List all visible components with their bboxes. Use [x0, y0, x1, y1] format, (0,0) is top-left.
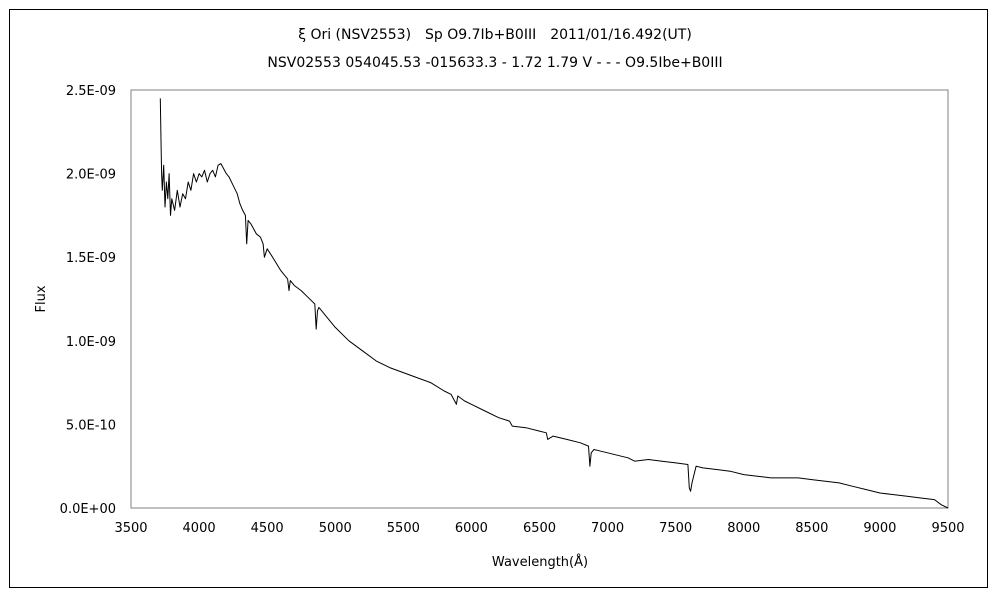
y-tick-label: 2.5E-09	[66, 84, 116, 99]
y-tick-label: 1.0E-09	[66, 335, 116, 350]
x-tick-label: 8500	[795, 521, 828, 536]
chart-frame	[9, 9, 988, 588]
x-tick-label: 7500	[659, 521, 692, 536]
x-tick-label: 6000	[455, 521, 488, 536]
chart-title: ξ Ori (NSV2553) Sp O9.7Ib+B0III 2011/01/…	[298, 27, 692, 43]
x-tick-label: 8000	[727, 521, 760, 536]
x-tick-label: 5000	[319, 521, 352, 536]
x-axis-label: Wavelength(Å)	[492, 554, 588, 570]
x-tick-label: 6500	[523, 521, 556, 536]
y-tick-label: 2.0E-09	[66, 168, 116, 183]
x-tick-label: 7000	[591, 521, 624, 536]
y-axis-label: Flux	[34, 285, 49, 312]
series-group	[159, 98, 949, 509]
x-tick-label: 4500	[251, 521, 284, 536]
x-tick-label: 9500	[931, 521, 964, 536]
spectrum-series-line	[159, 98, 949, 509]
x-tick-label: 5500	[387, 521, 420, 536]
x-tick-label: 3500	[114, 521, 147, 536]
x-axis: 3500 4000 4500 5000 5500 6000 6500 7000 7500 8000…	[114, 521, 964, 536]
y-tick-label: 1.5E-09	[66, 251, 116, 266]
y-axis: 0.0E+00 5.0E-10 1.0E-09 1.5E-09 2.0E-09 2.5E-…	[60, 84, 116, 517]
plot-area	[130, 89, 949, 509]
x-tick-label: 9000	[863, 521, 896, 536]
y-tick-label: 0.0E+00	[60, 502, 116, 517]
chart-subtitle: NSV02553 054045.53 -015633.3 - 1.72 1.79…	[267, 55, 722, 71]
x-tick-label: 4000	[183, 521, 216, 536]
y-tick-label: 5.0E-10	[66, 418, 116, 433]
